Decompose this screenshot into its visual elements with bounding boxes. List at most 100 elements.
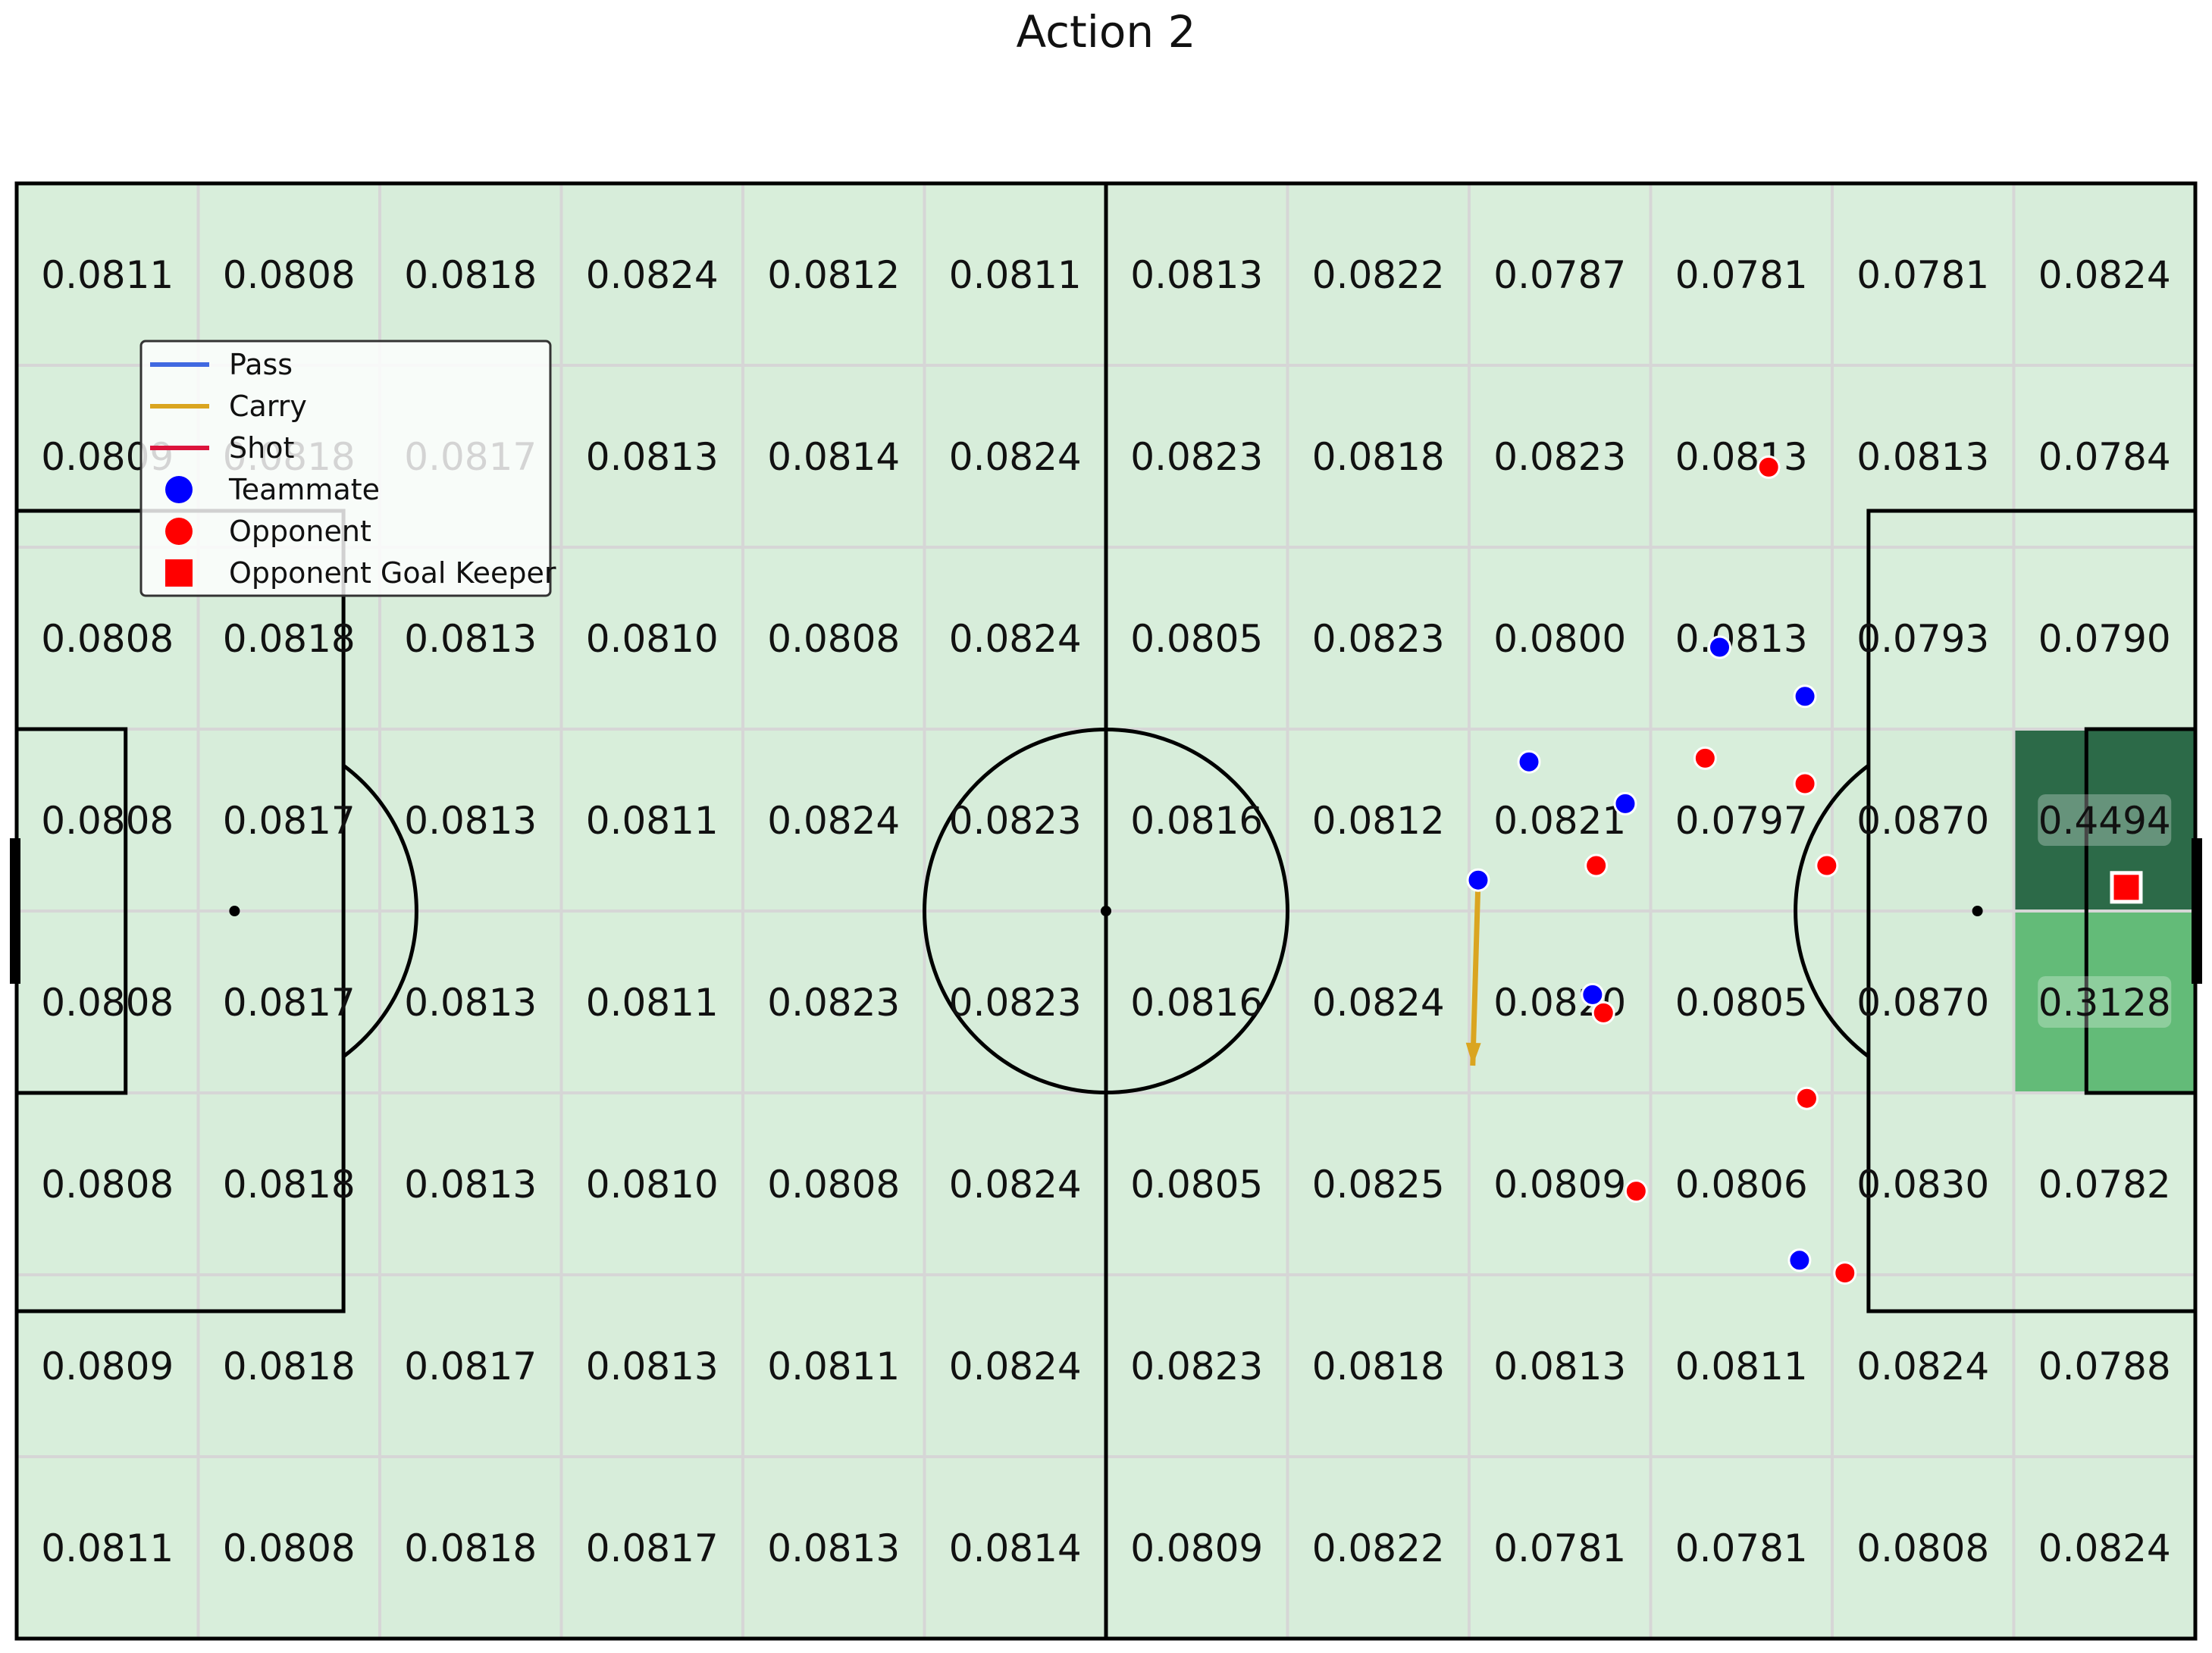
left-penalty-spot — [229, 906, 240, 916]
heatmap-cell — [1469, 365, 1651, 548]
cell-value: 0.0808 — [41, 981, 174, 1025]
heatmap-cell — [1106, 547, 1288, 730]
heatmap-cell — [924, 1275, 1107, 1457]
heatmap-cell — [1287, 729, 1470, 912]
cell-value: 0.0797 — [1675, 799, 1808, 843]
cell-value: 0.0805 — [1675, 981, 1808, 1025]
cell-value: 0.0824 — [949, 435, 1082, 479]
heatmap-cells — [17, 183, 2196, 1639]
heatmap-cell — [1469, 547, 1651, 730]
heatmap-cell — [1469, 1457, 1651, 1639]
heatmap-cell — [743, 1457, 925, 1639]
cell-value: 0.0812 — [1312, 799, 1445, 843]
heatmap-cell — [2013, 1457, 2196, 1639]
teammate-marker — [1787, 1248, 1812, 1273]
heatmap-cell — [561, 1093, 744, 1276]
teammate-marker — [1466, 868, 1490, 892]
cell-value-box — [2038, 976, 2172, 1028]
chart-title: Action 2 — [1017, 6, 1196, 58]
teammate-marker — [1793, 684, 1817, 709]
legend-marker-opponent — [165, 518, 193, 545]
cell-value: 0.0824 — [949, 617, 1082, 661]
cell-value: 0.0817 — [586, 1526, 719, 1570]
heatmap-cell — [1106, 729, 1288, 912]
heatmap-cell — [1469, 911, 1651, 1094]
cell-value: 0.0790 — [2038, 617, 2171, 661]
heatmap-cell — [1469, 729, 1651, 912]
cell-value: 0.0816 — [1130, 799, 1263, 843]
cell-value: 0.0781 — [1856, 253, 1989, 297]
heatmap-cell — [1832, 183, 2014, 366]
centre-spot — [1101, 906, 1111, 916]
cell-value: 0.0823 — [1312, 617, 1445, 661]
heatmap-cell — [743, 1093, 925, 1276]
heatmap-cell — [2013, 547, 2196, 730]
opponent-marker — [1624, 1179, 1648, 1204]
cell-value: 0.0818 — [1312, 435, 1445, 479]
teammate-marker — [1517, 750, 1541, 774]
heatmap-cell — [1287, 911, 1470, 1094]
heatmap-cell — [17, 1275, 199, 1457]
legend-label: Carry — [229, 390, 307, 423]
cell-value: 0.0822 — [1312, 1526, 1445, 1570]
cell-value: 0.0809 — [41, 1345, 174, 1388]
cell-value: 0.0823 — [949, 981, 1082, 1025]
cell-value: 0.0781 — [1675, 253, 1808, 297]
heatmap-cell — [198, 1275, 381, 1457]
heatmap-cell — [380, 183, 562, 366]
heatmap-cell — [198, 1457, 381, 1639]
cell-value: 0.0808 — [223, 253, 356, 297]
heatmap-cell — [1106, 365, 1288, 548]
cell-value: 0.0811 — [586, 981, 719, 1025]
cell-value: 0.0814 — [767, 435, 900, 479]
heatmap-cell — [1650, 729, 1833, 912]
heatmap-cell — [1650, 1457, 1833, 1639]
legend-box — [139, 340, 552, 597]
cell-value: 0.0813 — [1675, 435, 1808, 479]
cell-value: 0.0808 — [767, 1163, 900, 1207]
cell-value: 0.0824 — [2038, 253, 2171, 297]
heatmap-cell — [2013, 911, 2196, 1094]
legend-label: Opponent Goal Keeper — [229, 556, 556, 590]
heatmap-cell — [380, 1457, 562, 1639]
cell-value: 0.0824 — [586, 253, 719, 297]
heatmap-cell — [1106, 1457, 1288, 1639]
heatmap-cell — [1106, 911, 1288, 1094]
left-penalty-arc — [342, 763, 418, 1059]
heatmap-cell — [743, 729, 925, 912]
heatmap-cell — [561, 729, 744, 912]
heatmap-cell — [2013, 729, 2196, 912]
opponent-marker — [1833, 1261, 1857, 1285]
cell-value: 0.0824 — [949, 1345, 1082, 1388]
heatmap-cell — [924, 729, 1107, 912]
cell-value: 0.0805 — [1130, 617, 1263, 661]
cell-value: 0.0784 — [2038, 435, 2171, 479]
cell-value: 0.0808 — [1856, 1526, 1989, 1570]
cell-value-box — [2038, 794, 2172, 846]
heatmap-cell — [198, 183, 381, 366]
cell-value: 0.0811 — [586, 799, 719, 843]
heatmap-cell — [198, 729, 381, 912]
cell-value: 0.0823 — [1130, 1345, 1263, 1388]
cell-value: 0.0810 — [586, 1163, 719, 1207]
opponent-marker — [1794, 1086, 1819, 1110]
cell-value: 0.0824 — [767, 799, 900, 843]
heatmap-cell — [561, 1275, 744, 1457]
heatmap-cell — [743, 911, 925, 1094]
heatmap-cell — [1832, 1093, 2014, 1276]
heatmap-cell — [924, 1457, 1107, 1639]
cell-value: 0.0811 — [1675, 1345, 1808, 1388]
heatmap-cell — [743, 183, 925, 366]
cell-value: 0.0824 — [2038, 1526, 2171, 1570]
cell-value: 0.0808 — [767, 617, 900, 661]
heatmap-cell — [924, 1093, 1107, 1276]
goalkeeper-marker — [2110, 871, 2143, 904]
opponent-marker — [1693, 746, 1717, 770]
heatmap-cell — [1469, 1275, 1651, 1457]
cell-value: 0.0816 — [1130, 981, 1263, 1025]
heatmap-cell — [1650, 183, 1833, 366]
cell-value: 0.0806 — [1675, 1163, 1808, 1207]
heatmap-cell — [198, 911, 381, 1094]
cell-value: 0.0818 — [404, 1526, 537, 1570]
cell-value: 0.0811 — [41, 1526, 174, 1570]
